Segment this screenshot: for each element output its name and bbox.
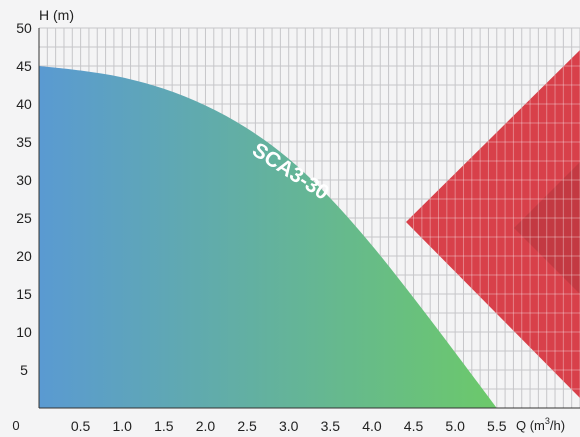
x-tick-label: 1.5 bbox=[154, 418, 174, 434]
y-tick-label: 35 bbox=[16, 134, 32, 150]
red-diamond-outer bbox=[406, 50, 580, 398]
x-tick-label: 3.5 bbox=[321, 418, 341, 434]
y-tick-label: 30 bbox=[16, 172, 32, 188]
x-tick-label: 4.5 bbox=[404, 418, 424, 434]
x-tick-label: 5.5 bbox=[487, 418, 507, 434]
x-axis-title: Q (m3/h) bbox=[516, 416, 565, 433]
x-tick-label: 2.5 bbox=[237, 418, 257, 434]
red-diamond-inner bbox=[514, 162, 580, 294]
y-axis-title: H (m) bbox=[39, 7, 74, 23]
y-tick-label: 25 bbox=[16, 210, 32, 226]
x-tick-label: 3.0 bbox=[279, 418, 299, 434]
y-tick-label: 45 bbox=[16, 58, 32, 74]
x-tick-label: 4.0 bbox=[362, 418, 382, 434]
x-tick-label: 5.0 bbox=[445, 418, 465, 434]
x-axis-title-sup: 3 bbox=[545, 416, 550, 426]
x-tick-label: 1.0 bbox=[112, 418, 132, 434]
x-tick-label: 2.0 bbox=[196, 418, 216, 434]
x-tick-labels: 0.5 1.0 1.5 2.0 2.5 3.0 3.5 4.0 4.5 5.0 5.5 bbox=[71, 418, 507, 434]
x-tick-label: 0.5 bbox=[71, 418, 91, 434]
y-tick-label: 20 bbox=[16, 248, 32, 264]
x-axis-title-end: /h) bbox=[550, 418, 565, 433]
origin-label: 0 bbox=[12, 418, 19, 433]
y-tick-label: 5 bbox=[20, 362, 28, 378]
y-tick-label: 50 bbox=[16, 20, 32, 36]
curve-area-sca3-30 bbox=[39, 66, 497, 408]
y-tick-label: 10 bbox=[16, 324, 32, 340]
y-tick-label: 15 bbox=[16, 286, 32, 302]
y-tick-label: 40 bbox=[16, 96, 32, 112]
y-tick-labels: 5 10 15 20 25 30 35 40 45 50 bbox=[16, 20, 32, 378]
x-axis-title-main: Q (m bbox=[516, 418, 545, 433]
